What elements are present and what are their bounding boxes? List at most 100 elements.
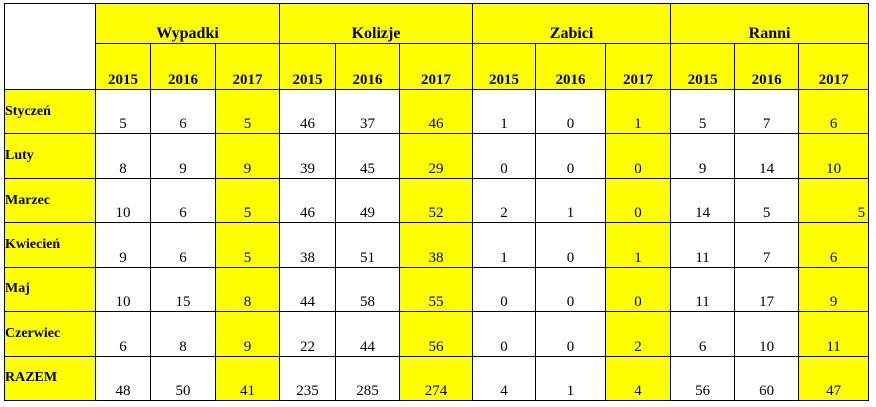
cell-kolizje-2017: 46 <box>399 88 474 135</box>
row-label: Styczeń <box>4 88 96 135</box>
group-header-kolizje: Kolizje <box>279 3 474 44</box>
cell-kolizje-2015: 46 <box>279 177 337 224</box>
group-header-ranni: Ranni <box>670 3 870 44</box>
year-header-row: 2015 2016 2017 2015 2016 2017 2015 2016 … <box>5 43 870 90</box>
cell-ranni-2015: 6 <box>670 311 736 357</box>
row-label: Luty <box>4 133 96 179</box>
group-header-zabici: Zabici <box>472 3 672 44</box>
cell-wypadki-2017: 5 <box>214 177 281 224</box>
cell-zabici-2016: 0 <box>535 133 607 179</box>
year-header: 2017 <box>605 43 672 90</box>
cell-zabici-2017: 4 <box>605 355 672 402</box>
cell-ranni-2017: 6 <box>798 222 870 268</box>
cell-wypadki-2015: 5 <box>95 88 151 135</box>
cell-zabici-2015: 4 <box>472 355 537 402</box>
cell-wypadki-2015: 6 <box>95 311 151 357</box>
cell-wypadki-2016: 8 <box>150 311 216 357</box>
table-body: Styczeń 5 6 5 46 37 46 1 0 1 5 7 6 Luty 8 9 9 39 45 29 0 0 0 9 1… <box>4 88 870 402</box>
year-header: 2016 <box>734 43 800 90</box>
cell-wypadki-2015: 9 <box>95 222 151 268</box>
cell-kolizje-2017: 38 <box>399 222 474 268</box>
cell-kolizje-2017: 29 <box>399 133 474 179</box>
cell-zabici-2015: 0 <box>472 311 537 357</box>
year-header: 2015 <box>670 43 736 90</box>
cell-wypadki-2016: 6 <box>150 177 216 224</box>
cell-wypadki-2017: 9 <box>214 311 281 357</box>
cell-ranni-2015: 11 <box>670 266 736 313</box>
cell-zabici-2016: 0 <box>535 311 607 357</box>
corner-cell <box>4 3 96 90</box>
cell-zabici-2017: 0 <box>605 266 672 313</box>
year-header: 2017 <box>214 43 281 90</box>
cell-zabici-2017: 0 <box>605 177 672 224</box>
cell-zabici-2017: 0 <box>605 133 672 179</box>
cell-zabici-2016: 1 <box>535 355 607 402</box>
cell-wypadki-2016: 50 <box>150 355 216 402</box>
cell-kolizje-2016: 37 <box>335 88 401 135</box>
cell-ranni-2017: 6 <box>798 88 870 135</box>
cell-zabici-2016: 1 <box>535 177 607 224</box>
cell-ranni-2016: 17 <box>734 266 800 313</box>
cell-ranni-2016: 5 <box>734 177 800 224</box>
cell-wypadki-2016: 6 <box>150 88 216 135</box>
cell-wypadki-2015: 10 <box>95 266 151 313</box>
year-header: 2015 <box>95 43 151 90</box>
cell-kolizje-2016: 285 <box>335 355 401 402</box>
cell-zabici-2015: 1 <box>472 88 537 135</box>
cell-zabici-2017: 2 <box>605 311 672 357</box>
cell-zabici-2015: 0 <box>472 266 537 313</box>
cell-wypadki-2015: 10 <box>95 177 151 224</box>
group-header-row: Wypadki Kolizje Zabici Ranni <box>4 3 870 90</box>
cell-kolizje-2017: 274 <box>399 355 474 402</box>
cell-kolizje-2016: 44 <box>335 311 401 357</box>
cell-wypadki-2017: 5 <box>214 88 281 135</box>
cell-zabici-2015: 0 <box>472 133 537 179</box>
cell-ranni-2017: 5 <box>798 177 870 224</box>
cell-zabici-2016: 0 <box>535 222 607 268</box>
cell-wypadki-2017: 9 <box>214 133 281 179</box>
cell-zabici-2017: 1 <box>605 88 672 135</box>
cell-zabici-2017: 1 <box>605 222 672 268</box>
cell-ranni-2015: 11 <box>670 222 736 268</box>
cell-ranni-2015: 14 <box>670 177 736 224</box>
table-row: Marzec 10 6 5 46 49 52 2 1 0 14 5 5 <box>4 177 870 224</box>
cell-wypadki-2015: 48 <box>95 355 151 402</box>
table-row: Kwiecień 9 6 5 38 51 38 1 0 1 11 7 6 <box>4 222 870 268</box>
cell-zabici-2016: 0 <box>535 88 607 135</box>
year-header: 2015 <box>279 43 337 90</box>
cell-wypadki-2016: 6 <box>150 222 216 268</box>
row-label: RAZEM <box>4 355 96 402</box>
year-header: 2016 <box>335 43 401 90</box>
cell-kolizje-2015: 46 <box>279 88 337 135</box>
cell-kolizje-2016: 58 <box>335 266 401 313</box>
cell-ranni-2015: 9 <box>670 133 736 179</box>
cell-ranni-2015: 5 <box>670 88 736 135</box>
table-row: Luty 8 9 9 39 45 29 0 0 0 9 14 10 <box>4 133 870 179</box>
cell-wypadki-2017: 41 <box>214 355 281 402</box>
cell-ranni-2016: 10 <box>734 311 800 357</box>
cell-zabici-2016: 0 <box>535 266 607 313</box>
year-header: 2016 <box>535 43 607 90</box>
group-header-wypadki: Wypadki <box>94 3 281 44</box>
year-header: 2015 <box>472 43 537 90</box>
cell-ranni-2016: 60 <box>734 355 800 402</box>
cell-kolizje-2015: 44 <box>279 266 337 313</box>
year-header: 2016 <box>150 43 216 90</box>
cell-kolizje-2016: 51 <box>335 222 401 268</box>
cell-kolizje-2017: 52 <box>399 177 474 224</box>
cell-kolizje-2015: 235 <box>279 355 337 402</box>
row-label: Kwiecień <box>4 222 96 268</box>
year-header: 2017 <box>798 43 870 90</box>
cell-kolizje-2015: 39 <box>279 133 337 179</box>
cell-zabici-2015: 2 <box>472 177 537 224</box>
cell-ranni-2017: 47 <box>798 355 870 402</box>
accident-statistics-table: Wypadki Kolizje Zabici Ranni 2015 2016 2… <box>4 3 870 402</box>
row-label: Marzec <box>4 177 96 224</box>
cell-wypadki-2016: 9 <box>150 133 216 179</box>
cell-zabici-2015: 1 <box>472 222 537 268</box>
cell-kolizje-2016: 45 <box>335 133 401 179</box>
table-row: Styczeń 5 6 5 46 37 46 1 0 1 5 7 6 <box>4 88 870 135</box>
cell-kolizje-2017: 56 <box>399 311 474 357</box>
table-row: Czerwiec 6 8 9 22 44 56 0 0 2 6 10 11 <box>4 311 870 357</box>
row-label: Czerwiec <box>4 311 96 357</box>
